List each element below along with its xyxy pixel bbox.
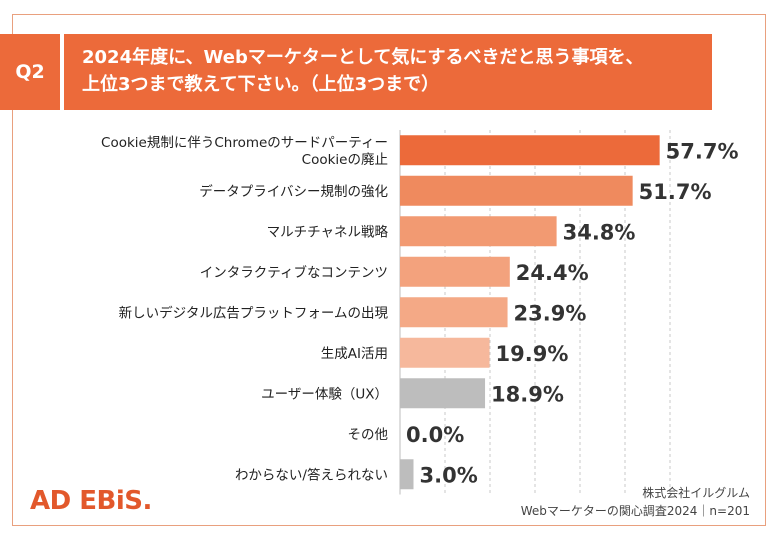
category-label: インタラクティブなコンテンツ [200,264,388,281]
category-label: Cookie規制に伴うChromeのサードパーティー [101,135,388,151]
bar [400,216,557,247]
data-label: 18.9% [491,382,564,406]
brand-logo: AD EBiS. [30,486,152,516]
category-label: データプライバシー規制の強化 [199,183,388,200]
category-label: ユーザー体験（UX） [261,386,388,402]
data-label: 19.9% [496,342,569,366]
category-label: 新しいデジタル広告プラットフォームの出現 [119,304,389,321]
bar [400,256,510,287]
question-badge: Q2 [0,34,60,110]
category-label: マルチチャネル戦略 [267,224,389,240]
data-label: 24.4% [516,261,589,285]
data-label: 34.8% [563,220,636,244]
category-label: 生成AI活用 [321,346,388,362]
bar [400,297,508,328]
question-title-line1: 2024年度に、Webマーケターとして気にするべきだと思う事項を、 [82,47,644,68]
bar [400,175,633,206]
bar [400,337,490,368]
question-badge-label: Q2 [15,61,45,83]
data-label: 0.0% [406,423,464,447]
data-label: 51.7% [639,180,712,204]
bar [400,459,414,490]
footer-company: 株式会社イルグルム [642,486,750,500]
footer-survey: Webマーケターの関心調査2024｜n=201 [520,504,750,518]
chart-frame [12,14,766,526]
question-title-line2: 上位3つまで教えて下さい。（上位3つまで） [82,74,440,95]
bar [400,378,486,409]
data-label: 3.0% [420,463,478,487]
question-title: 2024年度に、Webマーケターとして気にするべきだと思う事項を、 上位3つまで… [64,34,712,110]
bar [400,135,660,166]
category-label: わからない/答えられない [235,466,388,483]
brand-logo-text: AD EBiS. [30,486,152,516]
footer-credits: 株式会社イルグルム Webマーケターの関心調査2024｜n=201 [521,484,750,520]
category-label: Cookieの廃止 [302,151,388,168]
data-label: 57.7% [666,139,739,163]
category-label: その他 [348,427,389,443]
data-label: 23.9% [514,301,587,325]
